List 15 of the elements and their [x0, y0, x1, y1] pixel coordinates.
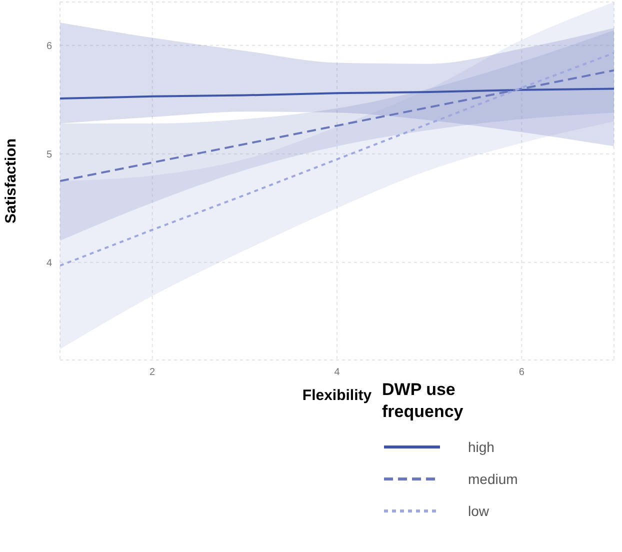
y-tick-label: 4	[46, 258, 52, 269]
legend-label: medium	[468, 471, 518, 487]
line-series	[60, 88, 614, 100]
legend-title: DWP use frequency	[382, 379, 464, 423]
y-tick-label: 6	[46, 40, 52, 52]
y-tick-label: 5	[46, 149, 52, 160]
legend-label: low	[468, 503, 490, 519]
legend-label: high	[468, 439, 494, 455]
x-tick-label: 6	[518, 367, 525, 378]
line-series	[60, 69, 614, 182]
line-series	[60, 52, 614, 267]
x-axis-title: Flexibility	[302, 387, 372, 404]
x-tick-label: 2	[150, 367, 156, 378]
x-tick-label: 4	[334, 367, 340, 378]
y-axis-title: Satisfaction	[2, 138, 20, 224]
